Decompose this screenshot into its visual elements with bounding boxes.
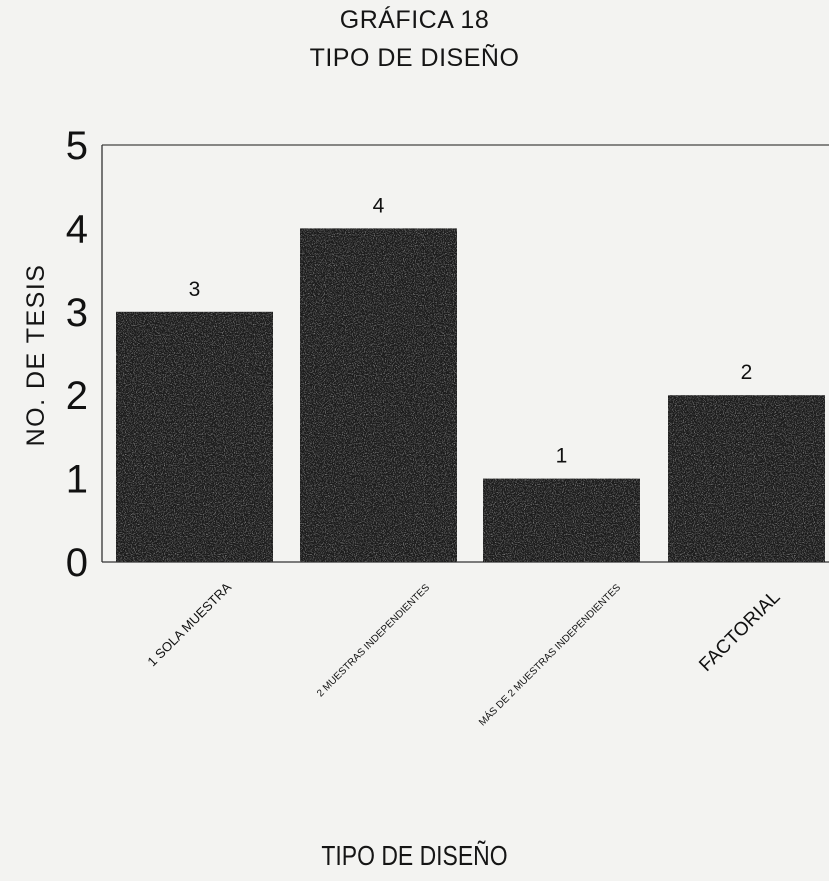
bar: [483, 478, 640, 562]
y-tick-label: 2: [66, 374, 88, 418]
bar: [668, 395, 825, 562]
y-axis-ticks: 0 1 2 3 4 5: [66, 124, 88, 585]
x-tick-label: 2 MUESTRAS INDEPENDIENTES: [315, 582, 432, 699]
y-tick-label: 4: [66, 207, 88, 251]
bar-value-label: 1: [556, 445, 568, 468]
y-tick-label: 3: [66, 291, 88, 335]
bar: [300, 228, 457, 562]
y-tick-label: 1: [66, 458, 88, 502]
chart-title: GRÁFICA 18: [339, 6, 490, 34]
x-tick-label: MÁS DE 2 MUESTRAS INDEPENDIENTES: [476, 581, 624, 729]
bar-value-label: 2: [741, 361, 753, 384]
x-axis-ticks: 1 SOLA MUESTRA 2 MUESTRAS INDEPENDIENTES M…: [144, 579, 784, 728]
y-tick-label: 0: [66, 541, 88, 585]
bars: [116, 228, 825, 562]
y-axis-label-group: NO. DE TESIS: [22, 264, 50, 447]
bar-value-label: 3: [189, 278, 201, 301]
x-tick-label: 1 SOLA MUESTRA: [144, 579, 234, 669]
bar: [116, 311, 273, 562]
bar-value-labels: 3 4 1 2: [189, 194, 753, 467]
x-tick-label: FACTORIAL: [695, 587, 784, 676]
bar-value-label: 4: [373, 194, 385, 217]
chart-subtitle: TIPO DE DISEÑO: [309, 44, 520, 72]
x-axis-label: TIPO DE DISEÑO: [321, 840, 508, 871]
y-tick-label: 5: [66, 124, 88, 168]
y-axis-label: NO. DE TESIS: [22, 264, 50, 447]
